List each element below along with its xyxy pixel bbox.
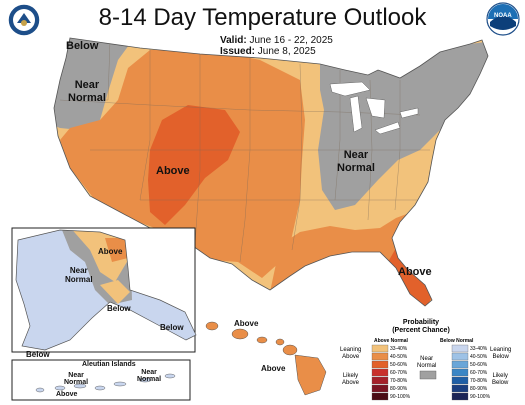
legend-above-bin-label-2: 50-60% [390,362,408,368]
legend-below-swatches [451,344,469,401]
legend-above-swatch-0 [371,344,389,353]
legend-below-swatch-0 [451,344,469,353]
legend-above-bin-label-6: 90-100% [390,394,411,400]
legend-above-bin-label-1: 40-50% [390,354,408,360]
legend-above-bin-label-4: 70-80% [390,378,408,384]
valid-label: Valid: [220,35,247,46]
legend-above-bin-label-5: 80-90% [390,386,408,392]
legend-below-bin-label-2: 50-60% [470,362,488,368]
legend-likely-below: Likely Below [492,373,509,386]
ak-label-below-3: Below [26,350,50,359]
legend-above-bin-label-3: 60-70% [390,370,408,376]
aleutian-islands [35,373,176,393]
doc-seal-logo [7,3,41,37]
great-lakes [329,81,419,135]
ak-label-below-1: Below [107,304,131,313]
legend-near-normal: Near Normal [417,356,437,369]
date-info: Valid: June 16 - 22, 2025 Issued: June 8… [220,35,333,57]
conus-above-50-60-region [148,105,240,225]
aleutian-title: Aleutian Islands [82,361,136,368]
legend-above-swatch-1 [371,352,389,361]
legend-below-bin-label-1: 40-50% [470,354,488,360]
legend-below-swatch-3 [451,368,469,377]
ak-label-near-normal: Near Normal [65,266,93,284]
legend-above-swatches [371,344,389,401]
legend-below-bin-label-0: 33-40% [470,346,488,352]
legend-below-swatch-5 [451,384,469,393]
noaa-logo-text: NOAA [494,13,512,19]
hawaii-islands [205,321,327,396]
ak-label-above: Above [98,247,123,256]
aleutian-inset-frame [11,359,191,401]
legend-leaning-above: Leaning Above [340,347,362,360]
conus-near-normal-east-region [318,40,488,210]
legend-below-swatch-2 [451,360,469,369]
label-near-normal-east: Near Normal [337,149,375,174]
legend-above-swatch-2 [371,360,389,369]
issued-value: June 8, 2025 [257,46,316,57]
legend-above-swatch-4 [371,376,389,385]
legend-title: Probability (Percent Chance) [392,319,450,334]
legend-leaning-below: Leaning Below [490,347,512,360]
noaa-logo [486,2,520,36]
legend-below-swatch-6 [451,392,469,401]
legend-above-head: Above Normal [374,338,408,344]
conus-above-50-60-fl-region [388,248,432,306]
aleutian-near-normal-1: Near Normal [64,372,89,386]
legend-below-bin-label-6: 90-100% [470,394,491,400]
hi-label-above-2: Above [261,364,286,373]
label-near-normal-w: Near Normal [68,79,106,104]
aleutian-near-normal-2: Near Normal [137,369,162,383]
alaska-above-33-40-se-region [100,280,130,304]
legend-above-swatch-3 [371,368,389,377]
page-title: 8-14 Day Temperature Outlook [98,4,427,31]
ak-label-below-2: Below [160,323,184,332]
label-above-fl: Above [398,266,432,278]
legend-near-normal-swatch [419,370,437,380]
legend-above-swatch-6 [371,392,389,401]
aleutian-above: Above [56,391,78,398]
legend-likely-above: Likely Above [342,373,360,386]
label-above-central: Above [156,165,190,177]
legend-below-swatch-4 [451,376,469,385]
legend-below-bin-label-4: 70-80% [470,378,488,384]
legend-above-swatch-5 [371,384,389,393]
hi-label-above-1: Above [234,319,259,328]
legend-below-swatch-1 [451,352,469,361]
legend-below-bin-label-5: 80-90% [470,386,488,392]
legend-below-head: Below Normal [440,338,474,344]
label-below-nw: Below [66,40,99,52]
valid-value: June 16 - 22, 2025 [249,35,333,46]
issued-label: Issued: [220,46,256,57]
alaska-outline [15,229,197,351]
legend-above-bin-label-0: 33-40% [390,346,408,352]
alaska-above-40-50-region [105,238,128,262]
legend-below-bin-label-3: 60-70% [470,370,488,376]
